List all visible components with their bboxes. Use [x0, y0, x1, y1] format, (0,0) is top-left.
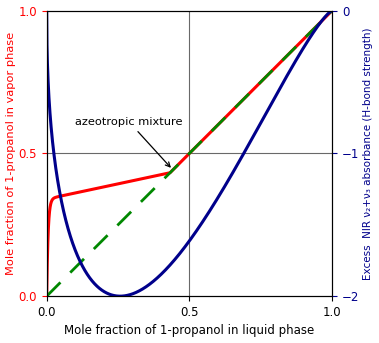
- X-axis label: Mole fraction of 1-propanol in liquid phase: Mole fraction of 1-propanol in liquid ph…: [64, 324, 315, 338]
- Y-axis label: Mole fraction of 1-propanol in vapor phase: Mole fraction of 1-propanol in vapor pha…: [6, 32, 16, 275]
- Y-axis label: Excess  NIR ν₂+ν₃ absorbance (H-bond strength): Excess NIR ν₂+ν₃ absorbance (H-bond stre…: [363, 27, 373, 280]
- Text: azeotropic mixture: azeotropic mixture: [75, 117, 183, 167]
